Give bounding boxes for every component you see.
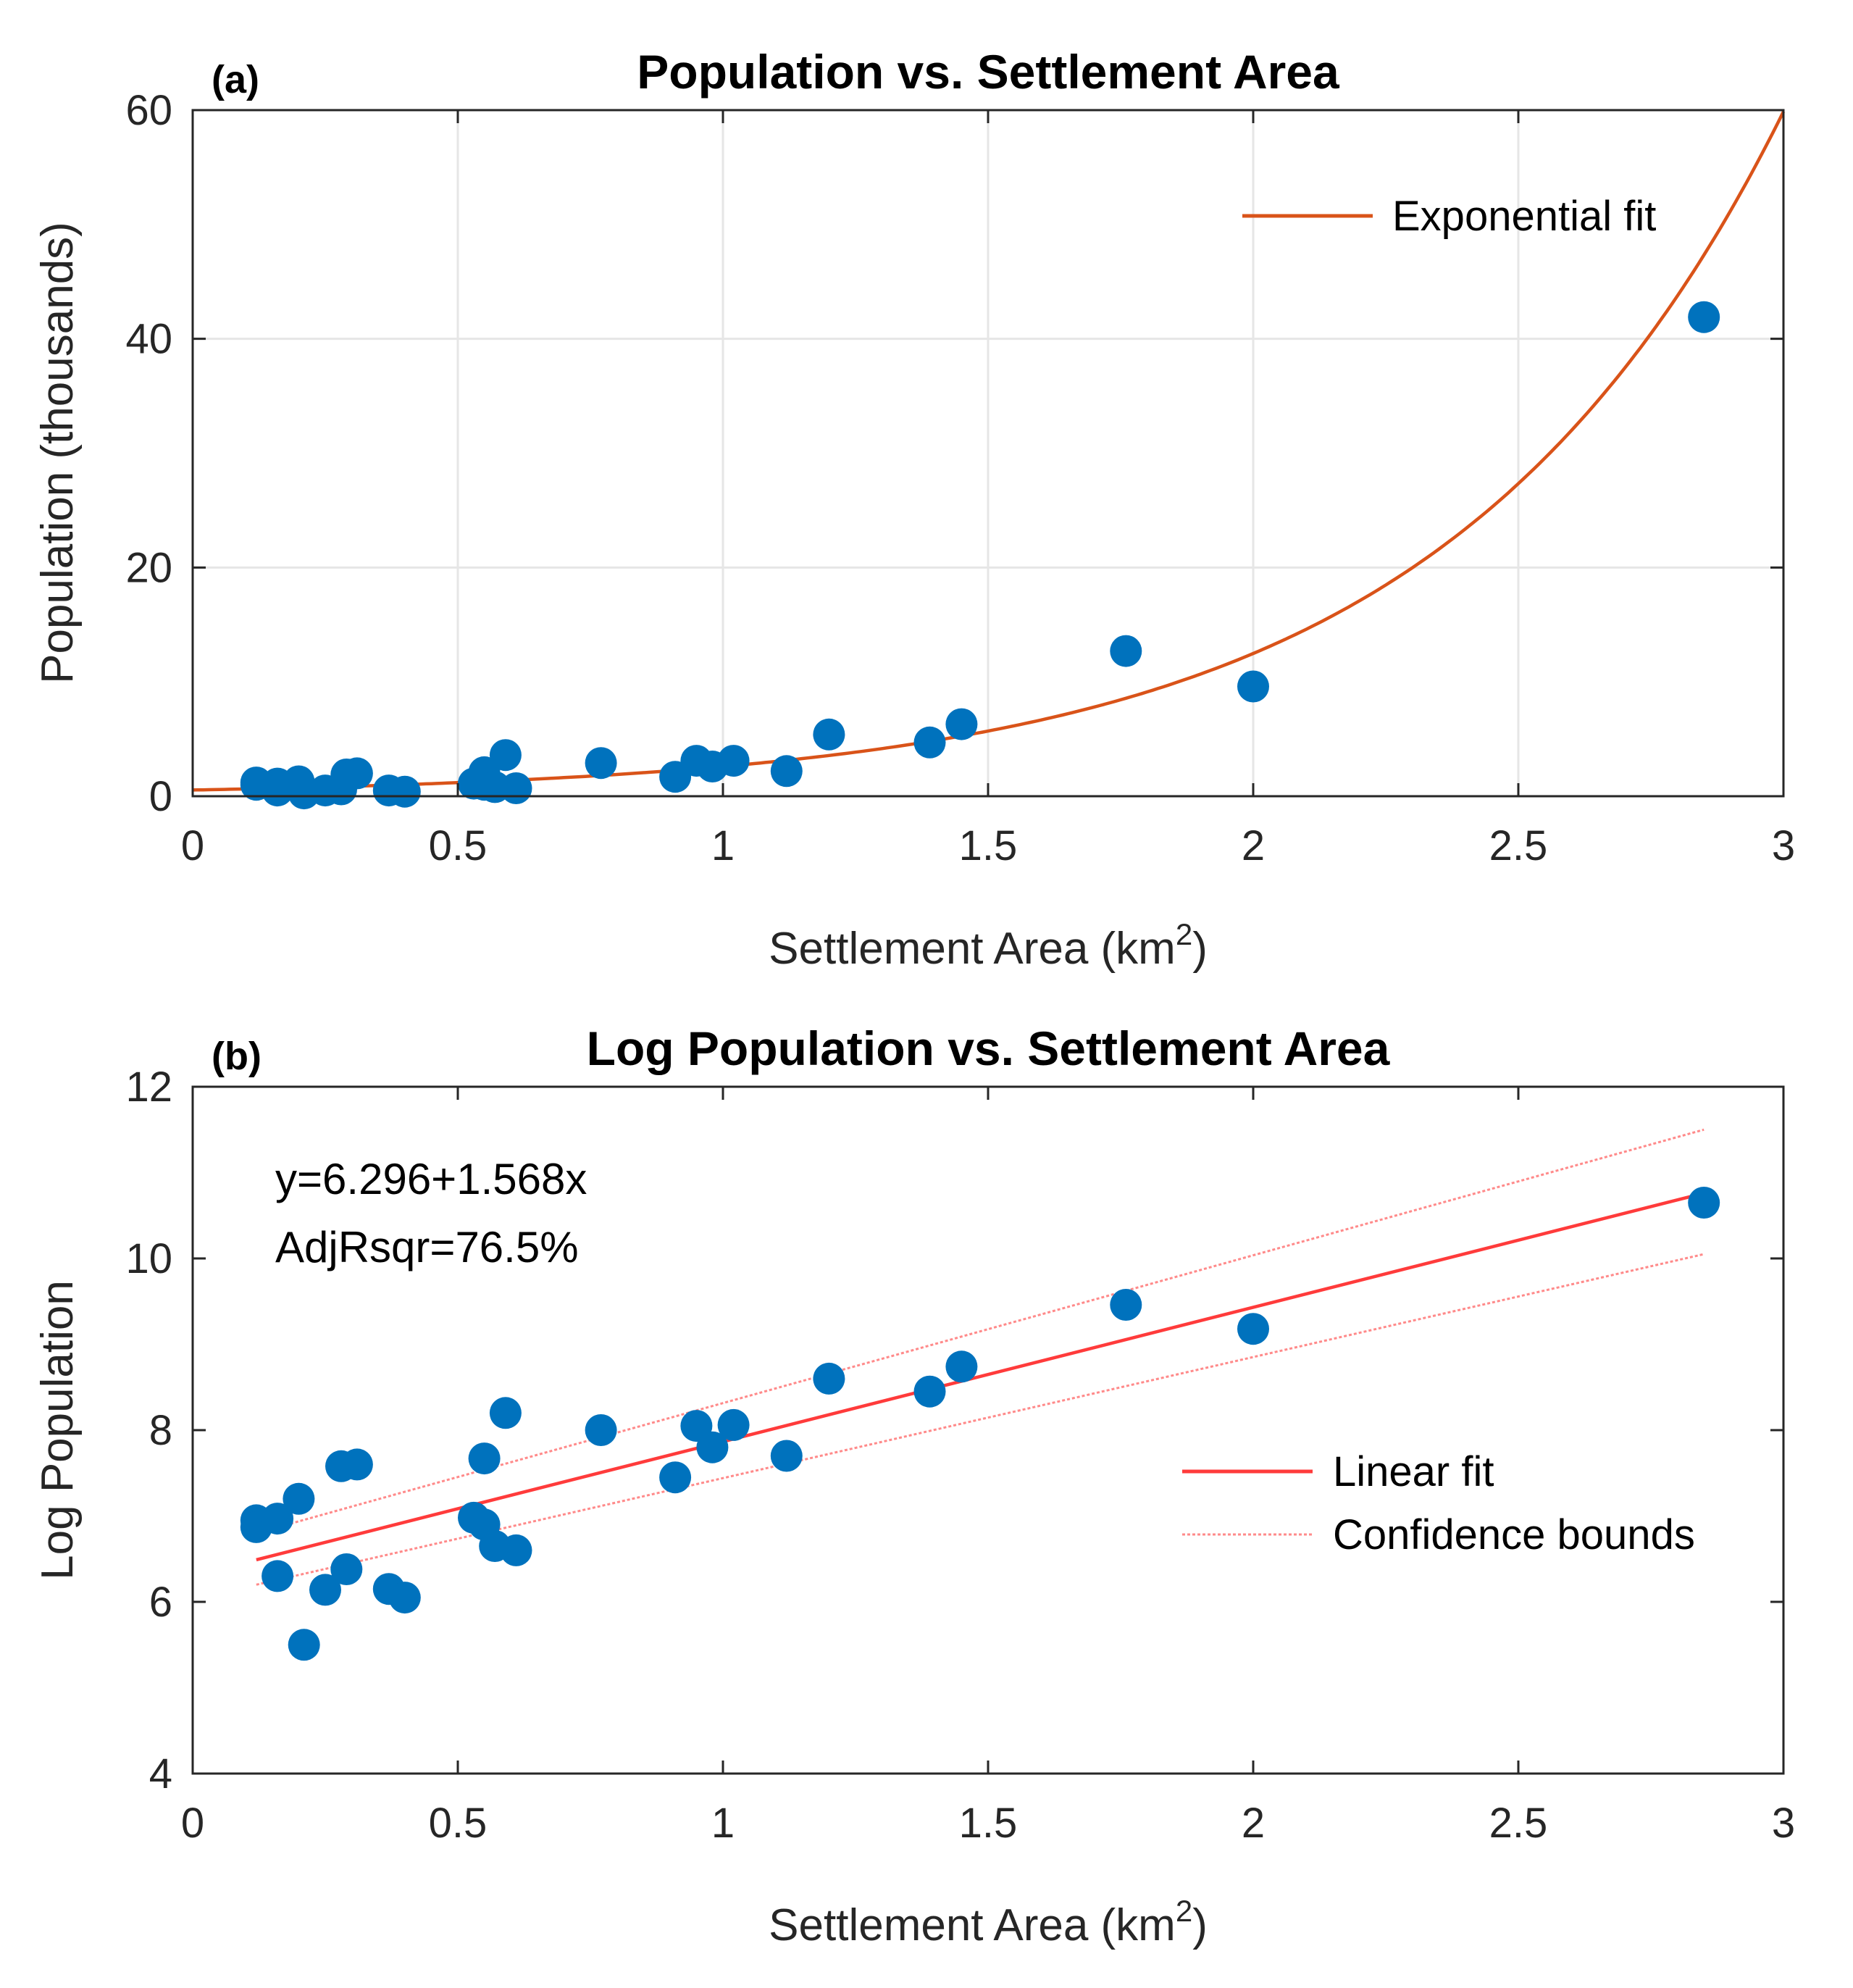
- panel-a-legend: Exponential fit: [1242, 193, 1656, 240]
- data-point: [717, 745, 750, 777]
- x-tick-label: 0.5: [429, 822, 488, 869]
- x-tick-label: 3: [1772, 822, 1795, 869]
- x-tick-label: 1.5: [959, 822, 1018, 869]
- data-point: [309, 1574, 341, 1606]
- data-point: [770, 1440, 803, 1472]
- data-point: [913, 726, 946, 759]
- y-tick-label: 6: [149, 1579, 172, 1626]
- data-point: [489, 1397, 522, 1429]
- x-tick-label: 1.5: [959, 1800, 1018, 1847]
- x-tick-label: 0.5: [429, 1800, 488, 1847]
- panel-b-label: (b): [212, 1035, 262, 1078]
- panel-b-ylabel: Log Population: [33, 1280, 83, 1580]
- y-tick-label: 8: [149, 1407, 172, 1454]
- data-point: [262, 1560, 294, 1592]
- y-tick-label: 20: [125, 544, 172, 591]
- panel-a-ylabel: Population (thousands): [33, 222, 83, 684]
- data-point: [1110, 1289, 1142, 1321]
- data-point: [659, 1461, 692, 1494]
- data-point: [717, 1408, 750, 1441]
- data-point: [500, 772, 532, 804]
- legend-confidence-bounds: Confidence bounds: [1333, 1511, 1695, 1558]
- data-point: [262, 774, 294, 807]
- data-point: [813, 1362, 845, 1395]
- data-point: [585, 1414, 617, 1446]
- data-point: [945, 1350, 978, 1383]
- panel-a-label: (a): [212, 58, 259, 101]
- panel-a-title: Population vs. Settlement Area: [637, 45, 1340, 99]
- y-tick-label: 4: [149, 1750, 172, 1797]
- panel-a-fit: [192, 110, 1786, 792]
- y-tick-label: 12: [125, 1064, 172, 1111]
- panel-b: 0 0.5 1 1.5 2 2.5 3 4 6 8 10 12 (b) Log Population …: [33, 1022, 1795, 1950]
- data-point: [283, 1482, 315, 1515]
- panel-a-ticks: 0 0.5 1 1.5 2 2.5 3 0 20 40 60: [125, 87, 1795, 869]
- x-tick-label: 2: [1242, 822, 1265, 869]
- data-point: [330, 1553, 363, 1585]
- panel-a-xlabel: Settlement Area (km2): [769, 917, 1208, 974]
- x-tick-label: 0: [181, 822, 204, 869]
- linear-fit-line: [256, 1191, 1704, 1562]
- regression-equation: y=6.296+1.568x: [275, 1155, 587, 1203]
- panel-b-legend: Linear fit Confidence bounds: [1182, 1448, 1695, 1558]
- panel-b-points: [240, 1187, 1720, 1661]
- data-point: [262, 1503, 294, 1535]
- data-point: [945, 708, 978, 740]
- data-point: [489, 739, 522, 772]
- data-point: [340, 757, 373, 790]
- x-tick-label: 1: [711, 1800, 735, 1847]
- data-point: [696, 1431, 729, 1463]
- confidence-bound-lower: [256, 1253, 1704, 1586]
- data-point: [288, 1629, 320, 1661]
- y-tick-label: 40: [125, 316, 172, 363]
- data-point: [813, 718, 845, 751]
- data-point: [585, 747, 617, 780]
- data-point: [388, 1582, 421, 1614]
- adjusted-r-squared: AdjRsqr=76.5%: [275, 1223, 579, 1271]
- x-tick-label: 2.5: [1489, 822, 1548, 869]
- panel-b-xlabel: Settlement Area (km2): [769, 1894, 1208, 1950]
- x-tick-label: 2: [1242, 1800, 1265, 1847]
- data-point: [1688, 301, 1720, 333]
- y-tick-label: 60: [125, 87, 172, 134]
- y-tick-label: 10: [125, 1235, 172, 1282]
- x-tick-label: 2.5: [1489, 1800, 1548, 1847]
- x-tick-label: 3: [1772, 1800, 1795, 1847]
- data-point: [388, 775, 421, 808]
- data-point: [1237, 1313, 1269, 1345]
- panel-b-title: Log Population vs. Settlement Area: [587, 1022, 1391, 1075]
- legend-linear-fit: Linear fit: [1333, 1448, 1494, 1495]
- x-tick-label: 1: [711, 822, 735, 869]
- exponential-fit-line: [192, 110, 1786, 792]
- data-point: [1237, 670, 1269, 703]
- data-point: [770, 755, 803, 788]
- data-point: [913, 1375, 946, 1408]
- y-tick-label: 0: [149, 773, 172, 820]
- panel-b-ticks: 0 0.5 1 1.5 2 2.5 3 4 6 8 10 12: [125, 1064, 1795, 1847]
- data-point: [500, 1534, 532, 1566]
- data-point: [1688, 1187, 1720, 1219]
- data-point: [468, 1442, 501, 1475]
- data-point: [1110, 635, 1142, 667]
- panel-a-points: [240, 301, 1720, 810]
- x-tick-label: 0: [181, 1800, 204, 1847]
- data-point: [340, 1448, 373, 1481]
- panel-a: 0 0.5 1 1.5 2 2.5 3 0 20 40 60 (a) Population vs. …: [0, 0, 1853, 993]
- legend-exponential-fit: Exponential fit: [1392, 193, 1656, 240]
